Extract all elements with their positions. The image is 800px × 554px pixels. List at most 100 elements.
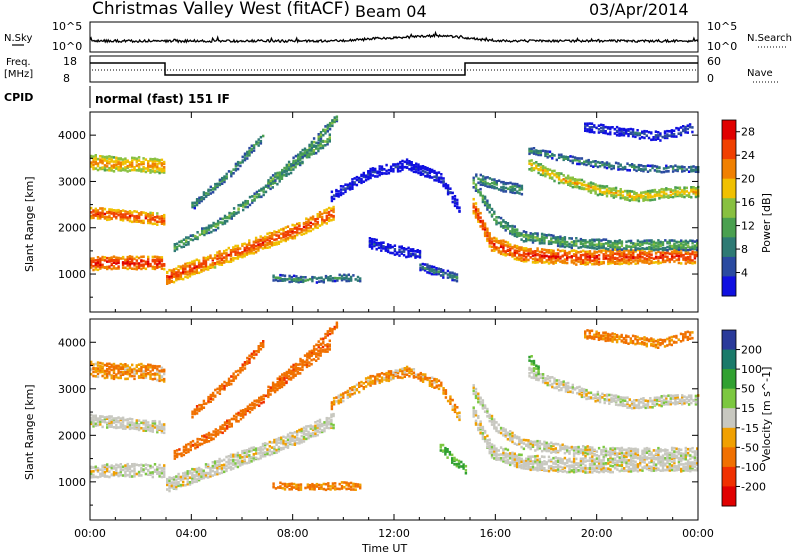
heatmap-cell <box>166 278 169 282</box>
heatmap-cell <box>198 197 201 201</box>
heatmap-cell <box>291 223 294 227</box>
heatmap-cell <box>227 379 231 383</box>
heatmap-cell <box>234 455 237 458</box>
heatmap-cell <box>569 181 572 185</box>
heatmap-cell <box>472 197 475 201</box>
heatmap-cell <box>128 425 132 429</box>
heatmap-cell <box>613 260 617 264</box>
heatmap-cell <box>571 185 574 189</box>
heatmap-cell <box>121 370 125 374</box>
heatmap-cell <box>689 252 692 256</box>
heatmap-cell <box>205 438 208 442</box>
heatmap-cell <box>518 188 521 192</box>
heatmap-cell <box>676 186 679 190</box>
heatmap-cell <box>284 238 287 241</box>
heatmap-cell <box>232 375 235 378</box>
heatmap-cell <box>330 209 333 212</box>
heatmap-cell <box>644 198 647 202</box>
heatmap-cell <box>665 166 668 170</box>
heatmap-cell <box>135 259 138 262</box>
heatmap-cell <box>227 466 230 469</box>
heatmap-cell <box>304 276 307 279</box>
heatmap-cell <box>115 256 118 259</box>
heatmap-cell <box>103 467 107 471</box>
heatmap-cell <box>536 238 539 242</box>
heatmap-cell <box>282 238 285 242</box>
heatmap-cell <box>661 248 665 252</box>
heatmap-cell <box>90 261 93 264</box>
heatmap-cell <box>235 418 238 422</box>
heatmap-cell <box>90 422 93 426</box>
heatmap-cell <box>426 168 429 172</box>
heatmap-cell <box>578 157 581 160</box>
heatmap-cell <box>308 143 311 147</box>
heatmap-cell <box>128 421 132 424</box>
heatmap-cell <box>311 217 315 221</box>
heatmap-cell <box>142 429 145 432</box>
velocity-band-6 <box>267 321 339 395</box>
heatmap-cell <box>671 170 675 173</box>
heatmap-cell <box>689 246 692 249</box>
heatmap-cell <box>371 168 375 172</box>
heatmap-cell <box>583 160 586 164</box>
heatmap-cell <box>347 484 350 487</box>
heatmap-cell <box>296 231 299 234</box>
heatmap-cell <box>137 423 141 426</box>
heatmap-cell <box>370 242 374 245</box>
heatmap-cell <box>495 183 498 186</box>
heatmap-cell <box>246 405 249 408</box>
heatmap-cell <box>292 159 295 163</box>
heatmap-cell <box>200 472 203 475</box>
heatmap-cell <box>486 231 489 234</box>
heatmap-cell <box>477 209 480 213</box>
heatmap-cell <box>144 427 148 430</box>
heatmap-cell <box>289 171 293 175</box>
heatmap-cell <box>595 260 599 264</box>
heatmap-cell <box>619 188 622 191</box>
heatmap-cell <box>193 270 196 273</box>
heatmap-cell <box>283 373 286 377</box>
heatmap-cell <box>278 378 282 381</box>
heatmap-cell <box>248 461 251 464</box>
heatmap-cell <box>589 161 593 164</box>
heatmap-cell <box>257 138 260 141</box>
heatmap-cell <box>604 131 607 135</box>
heatmap-cell <box>641 136 644 139</box>
heatmap-cell <box>606 132 610 136</box>
heatmap-cell <box>236 255 240 259</box>
heatmap-cell <box>163 166 166 169</box>
heatmap-cell <box>124 372 127 375</box>
heatmap-cell <box>520 248 523 251</box>
heatmap-cell <box>110 267 113 271</box>
heatmap-cell <box>696 250 699 254</box>
heatmap-cell <box>643 247 646 251</box>
heatmap-cell <box>209 256 212 259</box>
heatmap-cell <box>200 468 203 471</box>
heatmap-cell <box>262 193 265 197</box>
heatmap-cell <box>232 462 235 466</box>
heatmap-cell <box>488 232 491 235</box>
heatmap-cell <box>373 244 376 248</box>
heatmap-cell <box>243 449 246 452</box>
heatmap-cell <box>101 211 104 215</box>
heatmap-cell <box>213 256 217 260</box>
heatmap-cell <box>144 423 148 427</box>
heatmap-cell <box>275 243 278 246</box>
heatmap-cell <box>223 388 226 391</box>
heatmap-cell <box>237 420 240 423</box>
heatmap-cell <box>112 362 116 366</box>
heatmap-cell <box>223 427 227 430</box>
heatmap-cell <box>562 181 565 185</box>
heatmap-cell <box>617 168 620 171</box>
heatmap-cell <box>620 244 624 248</box>
heatmap-cell <box>133 215 136 218</box>
heatmap-cell <box>158 470 161 474</box>
heatmap-cell <box>133 377 136 381</box>
heatmap-cell <box>121 465 125 469</box>
heatmap-cell <box>295 483 298 487</box>
heatmap-cell <box>311 487 314 491</box>
heatmap-cell <box>284 443 287 446</box>
heatmap-cell <box>370 247 374 250</box>
heatmap-cell <box>241 244 244 247</box>
heatmap-cell <box>330 415 333 419</box>
